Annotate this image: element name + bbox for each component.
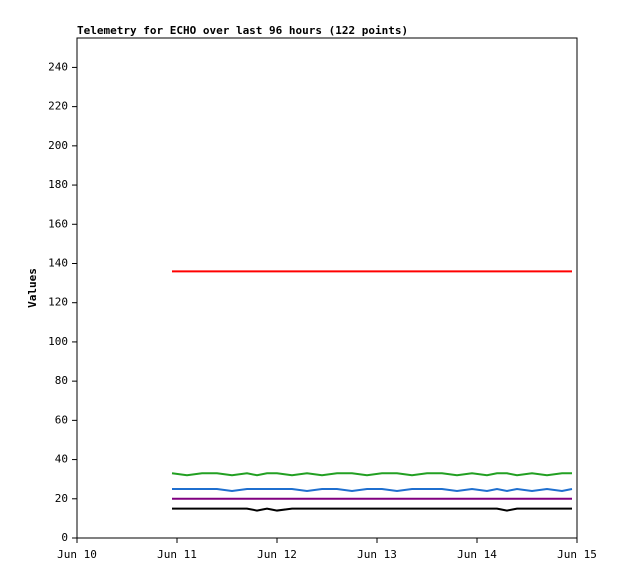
y-tick-label: 220 <box>48 100 68 113</box>
y-tick-label: 40 <box>55 453 68 466</box>
plot-frame <box>76 37 578 539</box>
y-tick-label: 20 <box>55 492 68 505</box>
y-tick-label: 80 <box>55 374 68 387</box>
y-tick-label: 240 <box>48 60 68 73</box>
series-line <box>171 472 572 477</box>
x-tick-label: Jun 14 <box>457 548 497 561</box>
y-tick-label: 140 <box>48 256 68 269</box>
y-tick-label: 180 <box>48 178 68 191</box>
y-tick-label: 200 <box>48 139 68 152</box>
y-tick-label: 0 <box>61 531 68 544</box>
y-tick-label: 120 <box>48 296 68 309</box>
chart-title: Telemetry for ECHO over last 96 hours (1… <box>77 24 408 37</box>
x-tick-label: Jun 12 <box>257 548 297 561</box>
x-tick-label: Jun 15 <box>557 548 597 561</box>
y-tick-label: 160 <box>48 217 68 230</box>
x-tick-label: Jun 13 <box>357 548 397 561</box>
x-tick-label: Jun 10 <box>57 548 97 561</box>
series-line <box>172 487 573 492</box>
x-tick-label: Jun 11 <box>157 548 197 561</box>
y-tick-label: 100 <box>48 335 68 348</box>
y-tick-label: 60 <box>55 413 68 426</box>
series-line <box>172 507 572 512</box>
y-axis-label: Values <box>26 268 39 308</box>
